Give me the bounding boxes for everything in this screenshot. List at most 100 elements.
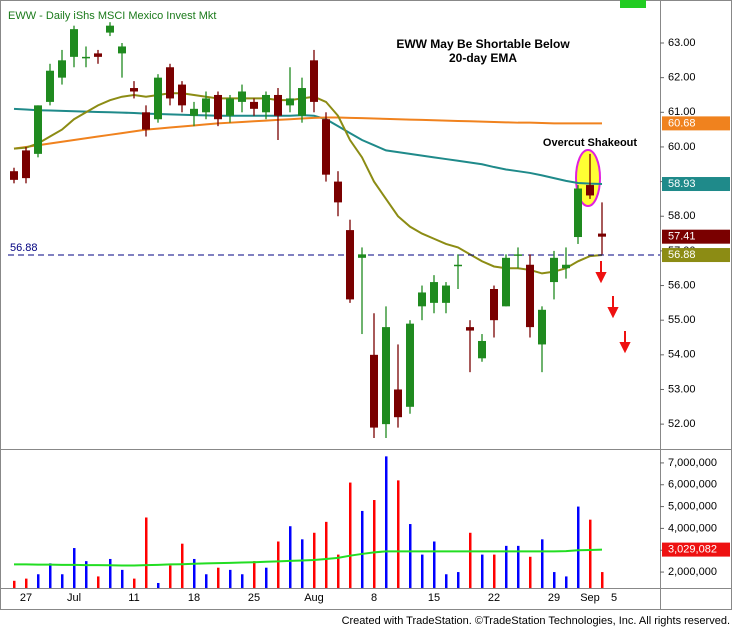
volume-bar — [349, 482, 352, 588]
value-tag-label: 60.68 — [668, 117, 696, 129]
x-tick-label: Sep — [580, 592, 600, 604]
volume-bar — [553, 572, 556, 588]
volume-bar — [457, 572, 460, 588]
volume-bar — [229, 569, 232, 588]
candle-body — [94, 53, 102, 57]
candle-body — [202, 98, 210, 113]
volume-bar — [61, 574, 64, 588]
volume-bar — [385, 456, 388, 588]
candle-body — [310, 60, 318, 102]
volume-bar — [73, 548, 76, 588]
volume-bar — [565, 576, 568, 588]
candle-body — [46, 70, 54, 102]
volume-bar — [193, 558, 196, 588]
candle-body — [70, 29, 78, 57]
volume-bar — [49, 563, 52, 588]
volume-bar — [145, 517, 148, 588]
value-tag — [662, 229, 730, 244]
volume-bar — [109, 558, 112, 588]
volume-bar — [169, 565, 172, 588]
x-tick-label: 15 — [428, 592, 440, 604]
value-tag-label: 58.93 — [668, 178, 696, 190]
candle-body — [106, 25, 114, 33]
y-tick-label: 56.00 — [668, 279, 696, 291]
candle-body — [82, 56, 90, 59]
value-tag — [662, 177, 730, 192]
volume-bar — [361, 510, 364, 588]
candle-body — [214, 94, 222, 120]
arrow-head — [619, 342, 631, 354]
candle-body — [454, 264, 462, 267]
candle-body — [526, 264, 534, 328]
y-tick-label: 4,000,000 — [668, 522, 717, 534]
candle-body — [418, 292, 426, 307]
x-tick-label: Jul — [67, 592, 81, 604]
value-tag — [662, 116, 730, 131]
y-tick-label: 2,000,000 — [668, 566, 717, 578]
candle-body — [478, 340, 486, 359]
candle-body — [10, 171, 18, 180]
candle-body — [394, 389, 402, 418]
header: EWW - Daily iShs MSCI Mexico Invest Mkt — [8, 10, 216, 22]
chart-title: EWW May Be Shortable Below — [396, 37, 570, 51]
candle-body — [130, 88, 138, 92]
candle-body — [370, 354, 378, 428]
candle-body — [118, 46, 126, 54]
y-tick-label: 54.00 — [668, 349, 696, 361]
volume-bar — [325, 521, 328, 588]
x-tick-label: 22 — [488, 592, 500, 604]
moving-average — [13, 107, 603, 186]
volume-bar — [373, 500, 376, 588]
x-tick-label: 25 — [248, 592, 260, 604]
candle-body — [226, 98, 234, 116]
status-indicator — [620, 0, 646, 8]
candle-body — [22, 150, 30, 179]
y-tick-label: 60.00 — [668, 141, 696, 153]
x-tick-label: 27 — [20, 592, 32, 604]
x-tick-label: 18 — [188, 592, 200, 604]
candle-body — [178, 84, 186, 106]
volume-bar — [37, 574, 40, 588]
candle-body — [154, 77, 162, 120]
arrow-head — [607, 307, 619, 319]
volume-bar — [469, 532, 472, 588]
y-tick-label: 55.00 — [668, 314, 696, 326]
volume-bar — [157, 582, 160, 588]
candle-body — [502, 257, 510, 307]
volume-bar — [289, 526, 292, 588]
volume-bar — [277, 541, 280, 588]
volume-bar — [337, 554, 340, 588]
candle-body — [538, 309, 546, 345]
volume-bar — [241, 574, 244, 588]
arrows — [595, 261, 631, 354]
volume-bar — [25, 578, 28, 588]
candle-body — [58, 60, 66, 78]
candle-body — [166, 67, 174, 99]
candle-body — [286, 98, 294, 106]
volume-bar — [481, 554, 484, 588]
volume-bar — [181, 543, 184, 588]
volume-bar — [205, 574, 208, 588]
y-tick-label: 62.00 — [668, 72, 696, 84]
value-tag-label: 3,029,082 — [668, 544, 717, 556]
volume-bar — [601, 572, 604, 588]
volume-bar — [217, 567, 220, 588]
candle-body — [406, 323, 414, 407]
candle-body — [238, 91, 246, 102]
volume-bar — [433, 541, 436, 588]
volume-bar — [133, 578, 136, 588]
x-tick-label: 5 — [611, 592, 617, 604]
x-tick-label: Aug — [304, 592, 324, 604]
y-tick-label: 53.00 — [668, 383, 696, 395]
candle-body — [298, 88, 306, 116]
candle-body — [598, 233, 606, 237]
candle-body — [514, 254, 522, 256]
candle-body — [490, 289, 498, 321]
candle-body — [358, 254, 366, 258]
candle-body — [142, 112, 150, 130]
candle-body — [322, 119, 330, 175]
candle-body — [346, 230, 354, 300]
y-tick-label: 5,000,000 — [668, 500, 717, 512]
annotation: Overcut Shakeout — [543, 137, 637, 149]
